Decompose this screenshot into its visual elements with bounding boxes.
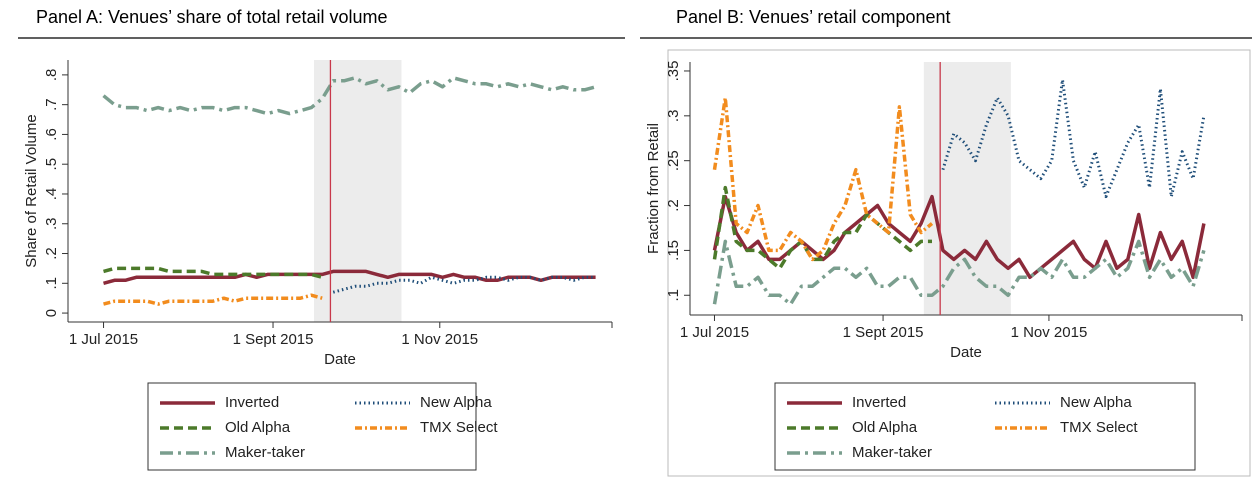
y-tick-label: .5 bbox=[43, 158, 60, 171]
y-axis-label: Share of Retail Volume bbox=[23, 114, 40, 267]
x-axis-label: Date bbox=[950, 344, 982, 361]
y-tick-label: .6 bbox=[43, 128, 60, 141]
legend-label: Maker-taker bbox=[852, 444, 932, 461]
panel-frame bbox=[667, 49, 1251, 477]
y-tick-label: .1 bbox=[43, 277, 60, 290]
x-tick-label: 1 Nov 2015 bbox=[1011, 324, 1088, 341]
panel-title: Panel A: Venues’ share of total retail v… bbox=[36, 7, 388, 27]
legend-label: Inverted bbox=[852, 394, 906, 411]
panel: Panel B: Venues’ retail component .1 .15 .2… bbox=[640, 7, 1252, 477]
y-tick-label: .7 bbox=[43, 98, 60, 111]
legend-label: Old Alpha bbox=[225, 419, 291, 436]
x-tick-label: 1 Sept 2015 bbox=[233, 331, 314, 348]
series-line bbox=[102, 76, 597, 116]
y-tick-label: .3 bbox=[665, 110, 682, 123]
legend-label: Old Alpha bbox=[852, 419, 918, 436]
y-axis-label: Fraction from Retail bbox=[645, 123, 662, 254]
y-tick-label: .8 bbox=[43, 69, 60, 82]
series-line bbox=[103, 269, 596, 285]
series-line bbox=[712, 96, 934, 262]
x-axis-label: Date bbox=[324, 351, 356, 368]
x-tick-label: 1 Jul 2015 bbox=[69, 331, 138, 348]
panel: Panel A: Venues’ share of total retail v… bbox=[18, 7, 625, 471]
y-tick-label: .4 bbox=[43, 188, 60, 201]
panel-title: Panel B: Venues’ retail component bbox=[676, 7, 951, 27]
x-tick-label: 1 Sept 2015 bbox=[843, 324, 924, 341]
y-tick-label: .2 bbox=[43, 247, 60, 260]
x-tick-label: 1 Jul 2015 bbox=[680, 324, 749, 341]
series-line bbox=[332, 275, 596, 294]
legend-box bbox=[774, 382, 1196, 471]
series-line bbox=[712, 239, 1206, 306]
series-line bbox=[103, 266, 323, 279]
y-tick-label: 0 bbox=[43, 309, 60, 317]
y-tick-label: .1 bbox=[665, 289, 682, 302]
legend-label: New Alpha bbox=[420, 394, 492, 411]
series-line bbox=[712, 185, 932, 271]
y-tick-label: .15 bbox=[665, 240, 682, 261]
y-tick-label: .35 bbox=[665, 61, 682, 82]
legend-label: Maker-taker bbox=[225, 444, 305, 461]
legend-label: Inverted bbox=[225, 394, 279, 411]
legend-label: TMX Select bbox=[1060, 419, 1138, 436]
series-line bbox=[712, 194, 1206, 280]
x-tick-label: 1 Nov 2015 bbox=[401, 331, 478, 348]
y-tick-label: .25 bbox=[665, 150, 682, 171]
legend-label: TMX Select bbox=[420, 419, 498, 436]
legend-label: New Alpha bbox=[1060, 394, 1132, 411]
shaded-region bbox=[314, 60, 402, 322]
y-tick-label: .3 bbox=[43, 217, 60, 230]
shaded-region bbox=[923, 62, 1011, 315]
y-tick-label: .2 bbox=[665, 199, 682, 212]
series-line bbox=[103, 293, 323, 306]
